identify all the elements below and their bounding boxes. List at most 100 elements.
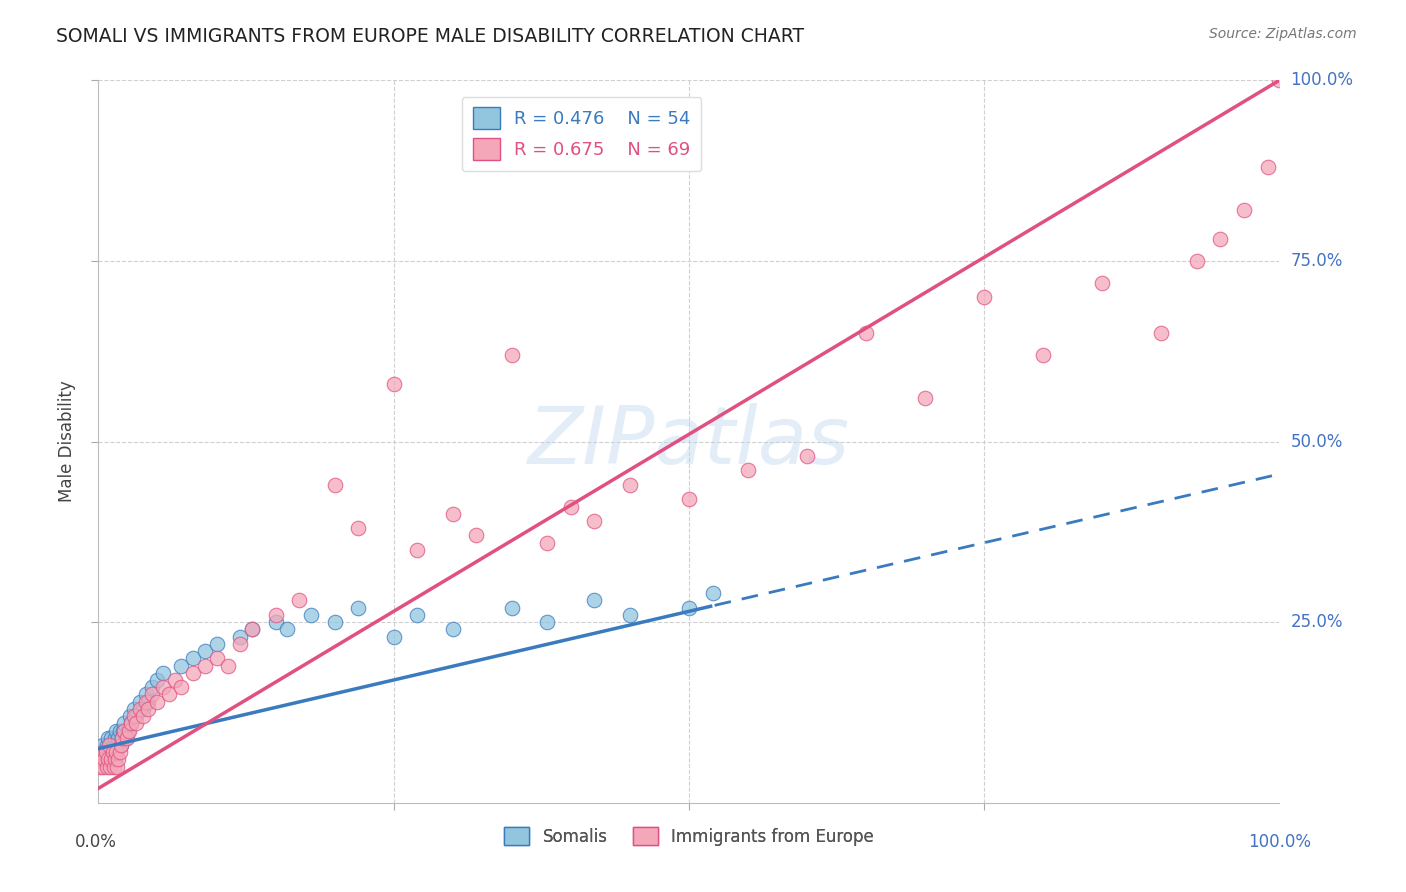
Somalis (276, 623, 298, 637)
Immigrants from Europe (93, 752, 115, 766)
Somalis (205, 637, 228, 651)
Somalis (114, 731, 136, 745)
Immigrants from Europe (288, 593, 311, 607)
Somalis (93, 752, 115, 766)
Somalis (323, 615, 346, 630)
Immigrants from Europe (90, 752, 112, 766)
Somalis (100, 731, 122, 745)
Immigrants from Europe (737, 463, 759, 477)
Immigrants from Europe (1091, 276, 1114, 290)
Somalis (135, 687, 157, 701)
Immigrants from Europe (181, 665, 204, 680)
Immigrants from Europe (1257, 160, 1279, 174)
Immigrants from Europe (406, 542, 429, 557)
Somalis (299, 607, 322, 622)
Somalis (146, 673, 169, 687)
Somalis (107, 731, 129, 745)
Immigrants from Europe (108, 745, 131, 759)
Immigrants from Europe (678, 492, 700, 507)
Immigrants from Europe (132, 709, 155, 723)
Somalis (97, 731, 120, 745)
Text: 50.0%: 50.0% (1291, 433, 1343, 450)
Somalis (152, 665, 174, 680)
Immigrants from Europe (347, 521, 370, 535)
Somalis (98, 738, 121, 752)
Immigrants from Europe (855, 326, 877, 340)
Immigrants from Europe (96, 760, 118, 774)
Somalis (194, 644, 217, 658)
Immigrants from Europe (1185, 253, 1208, 268)
Legend: Somalis, Immigrants from Europe: Somalis, Immigrants from Europe (498, 821, 880, 852)
Text: ZIPatlas: ZIPatlas (527, 402, 851, 481)
Immigrants from Europe (583, 514, 606, 528)
Immigrants from Europe (323, 478, 346, 492)
Immigrants from Europe (135, 695, 157, 709)
Immigrants from Europe (125, 716, 148, 731)
Immigrants from Europe (165, 673, 187, 687)
Immigrants from Europe (98, 760, 121, 774)
Somalis (117, 723, 139, 738)
Immigrants from Europe (1233, 203, 1256, 218)
Immigrants from Europe (205, 651, 228, 665)
Immigrants from Europe (152, 680, 174, 694)
Immigrants from Europe (121, 716, 143, 731)
Immigrants from Europe (104, 752, 127, 766)
Text: Source: ZipAtlas.com: Source: ZipAtlas.com (1209, 27, 1357, 41)
Immigrants from Europe (1268, 73, 1291, 87)
Immigrants from Europe (796, 449, 818, 463)
Somalis (678, 600, 700, 615)
Somalis (128, 695, 150, 709)
Immigrants from Europe (118, 723, 141, 738)
Immigrants from Europe (973, 290, 995, 304)
Somalis (96, 738, 118, 752)
Somalis (264, 615, 287, 630)
Text: 100.0%: 100.0% (1249, 833, 1310, 851)
Somalis (583, 593, 606, 607)
Somalis (94, 745, 117, 759)
Somalis (98, 745, 121, 759)
Somalis (105, 723, 128, 738)
Immigrants from Europe (170, 680, 193, 694)
Somalis (110, 738, 132, 752)
Somalis (136, 695, 159, 709)
Immigrants from Europe (536, 535, 558, 549)
Immigrants from Europe (98, 738, 121, 752)
Immigrants from Europe (560, 500, 582, 514)
Immigrants from Europe (91, 760, 114, 774)
Immigrants from Europe (240, 623, 263, 637)
Somalis (90, 752, 112, 766)
Immigrants from Europe (1209, 232, 1232, 246)
Immigrants from Europe (146, 695, 169, 709)
Somalis (536, 615, 558, 630)
Somalis (121, 716, 143, 731)
Text: 75.0%: 75.0% (1291, 252, 1343, 270)
Immigrants from Europe (264, 607, 287, 622)
Somalis (229, 630, 252, 644)
Somalis (170, 658, 193, 673)
Somalis (501, 600, 523, 615)
Text: 0.0%: 0.0% (75, 833, 117, 851)
Somalis (619, 607, 641, 622)
Text: 25.0%: 25.0% (1291, 613, 1343, 632)
Immigrants from Europe (619, 478, 641, 492)
Somalis (108, 723, 131, 738)
Somalis (382, 630, 405, 644)
Immigrants from Europe (89, 760, 111, 774)
Somalis (103, 738, 125, 752)
Immigrants from Europe (1150, 326, 1173, 340)
Immigrants from Europe (111, 731, 134, 745)
Immigrants from Europe (157, 687, 180, 701)
Immigrants from Europe (465, 528, 488, 542)
Immigrants from Europe (105, 745, 128, 759)
Immigrants from Europe (382, 376, 405, 391)
Immigrants from Europe (141, 687, 163, 701)
Somalis (132, 702, 155, 716)
Text: SOMALI VS IMMIGRANTS FROM EUROPE MALE DISABILITY CORRELATION CHART: SOMALI VS IMMIGRANTS FROM EUROPE MALE DI… (56, 27, 804, 45)
Somalis (120, 709, 142, 723)
Immigrants from Europe (110, 738, 132, 752)
Somalis (112, 716, 135, 731)
Somalis (141, 680, 163, 694)
Immigrants from Europe (107, 752, 129, 766)
Somalis (91, 738, 114, 752)
Somalis (122, 702, 145, 716)
